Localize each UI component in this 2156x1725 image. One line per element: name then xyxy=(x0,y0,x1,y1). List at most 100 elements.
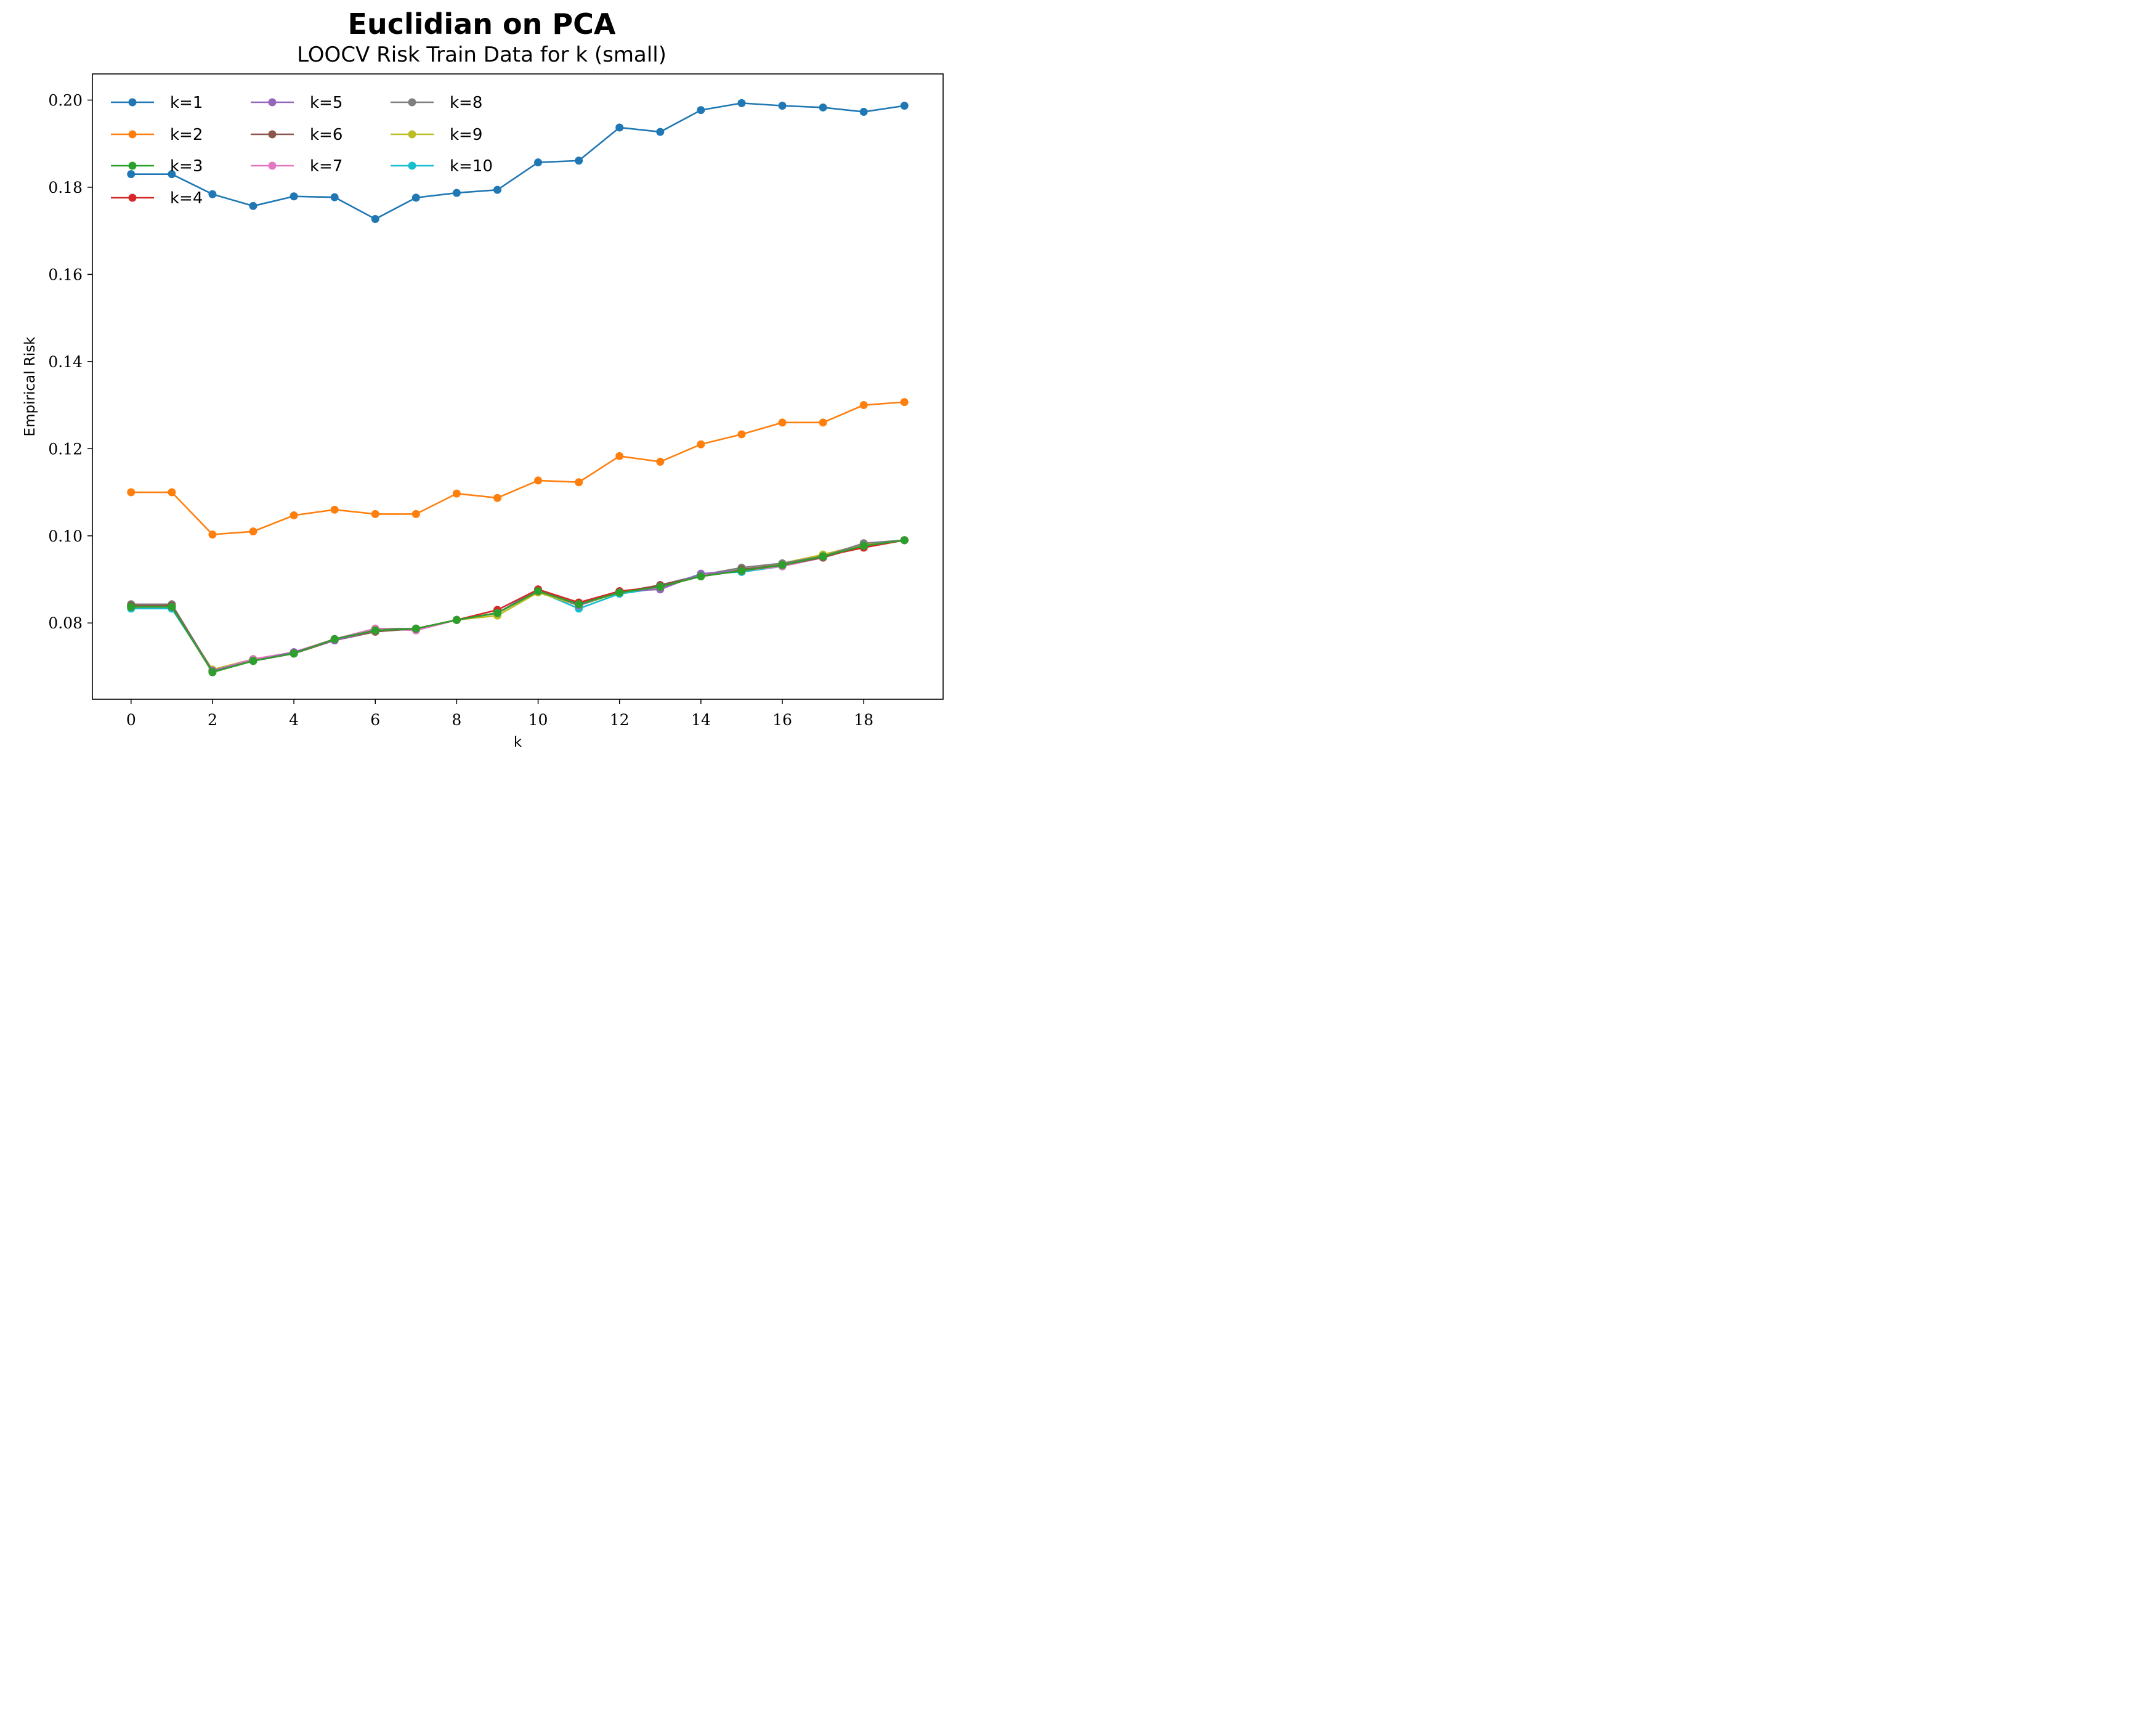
legend-item: k=8 xyxy=(391,94,482,112)
data-point xyxy=(411,624,420,633)
legend-marker xyxy=(268,98,277,107)
legend-item: k=7 xyxy=(251,157,342,176)
legend-label: k=8 xyxy=(450,94,482,112)
series-k=3 xyxy=(127,536,909,676)
legend-item: k=1 xyxy=(111,94,203,112)
data-point xyxy=(452,489,461,498)
series-layer xyxy=(127,99,909,676)
data-point xyxy=(697,572,705,581)
y-tick-label: 0.12 xyxy=(48,440,83,458)
series-k=4 xyxy=(127,536,909,676)
series-line xyxy=(131,102,905,220)
data-point xyxy=(615,452,624,460)
data-point xyxy=(127,603,136,611)
series-line xyxy=(131,539,905,672)
legend-label: k=1 xyxy=(170,94,203,112)
data-point xyxy=(493,493,501,502)
legend-label: k=7 xyxy=(310,157,342,176)
series-line xyxy=(131,539,905,672)
legend-item: k=10 xyxy=(391,157,493,176)
x-tick-label: 16 xyxy=(772,711,792,729)
data-point xyxy=(819,552,827,561)
data-point xyxy=(411,193,420,202)
data-point xyxy=(778,102,787,110)
data-point xyxy=(493,609,501,617)
data-point xyxy=(208,668,217,676)
data-point xyxy=(900,102,909,110)
series-k=1 xyxy=(127,99,909,224)
data-point xyxy=(615,123,624,132)
legend-item: k=6 xyxy=(251,126,342,144)
data-point xyxy=(656,458,665,466)
legend-label: k=5 xyxy=(310,94,342,112)
x-axis: 0 2 4 6 8 10 12 14 16 18 xyxy=(126,699,873,729)
data-point xyxy=(493,185,501,194)
x-tick-label: 18 xyxy=(854,711,873,729)
data-point xyxy=(127,170,136,179)
data-point xyxy=(737,99,746,107)
data-point xyxy=(697,440,705,448)
data-point xyxy=(330,193,339,201)
data-point xyxy=(249,527,257,536)
legend-label: k=3 xyxy=(170,157,203,176)
legend-item: k=4 xyxy=(111,189,203,208)
legend-marker xyxy=(128,193,137,202)
data-point xyxy=(900,398,909,407)
data-point xyxy=(656,583,665,591)
data-point xyxy=(778,418,787,427)
y-tick-label: 0.20 xyxy=(48,91,83,109)
data-point xyxy=(290,649,298,658)
data-point xyxy=(411,509,420,518)
y-tick-label: 0.18 xyxy=(48,179,83,197)
y-tick-label: 0.08 xyxy=(48,614,83,632)
series-line xyxy=(131,401,905,535)
data-point xyxy=(168,488,176,497)
legend-marker xyxy=(128,98,137,107)
data-point xyxy=(330,635,339,643)
y-axis: 0.08 0.10 0.12 0.14 0.16 0.18 0.20 xyxy=(48,91,92,632)
series-k=6 xyxy=(127,536,909,675)
data-point xyxy=(371,215,379,224)
plot-frame xyxy=(92,73,944,700)
data-point xyxy=(778,561,787,569)
series-line xyxy=(131,539,905,672)
legend-marker xyxy=(268,161,277,170)
x-tick-label: 10 xyxy=(529,711,548,729)
x-tick-label: 8 xyxy=(452,711,461,729)
data-point xyxy=(371,626,379,635)
data-point xyxy=(697,106,705,115)
data-point xyxy=(168,170,176,179)
legend-label: k=6 xyxy=(310,126,342,144)
data-point xyxy=(534,476,543,485)
legend-label: k=2 xyxy=(170,126,203,144)
chart-container: Euclidian on PCA LOOCV Risk Train Data f… xyxy=(0,0,966,773)
line-chart: Euclidian on PCA LOOCV Risk Train Data f… xyxy=(22,7,944,750)
chart-title: Euclidian on PCA xyxy=(348,7,616,41)
legend-item: k=5 xyxy=(251,94,342,112)
series-k=9 xyxy=(127,536,909,674)
legend-label: k=10 xyxy=(450,157,493,176)
y-tick-label: 0.10 xyxy=(48,527,83,545)
data-point xyxy=(615,588,624,597)
data-point xyxy=(534,587,543,596)
data-point xyxy=(168,603,176,611)
data-point xyxy=(452,615,461,624)
y-tick-label: 0.16 xyxy=(48,266,83,283)
data-point xyxy=(819,418,827,427)
legend-label: k=4 xyxy=(170,189,203,208)
y-axis-label: Empirical Risk xyxy=(22,336,38,437)
data-point xyxy=(859,542,868,550)
legend-marker xyxy=(128,130,137,139)
data-point xyxy=(208,530,217,539)
series-k=7 xyxy=(127,536,909,675)
legend-marker xyxy=(408,161,416,170)
x-tick-label: 6 xyxy=(370,711,380,729)
data-point xyxy=(208,190,217,198)
data-point xyxy=(534,158,543,167)
series-line xyxy=(131,539,905,673)
x-tick-label: 4 xyxy=(289,711,299,729)
data-point xyxy=(330,505,339,514)
series-line xyxy=(131,539,905,672)
series-line xyxy=(131,539,905,672)
legend-marker xyxy=(408,98,416,107)
